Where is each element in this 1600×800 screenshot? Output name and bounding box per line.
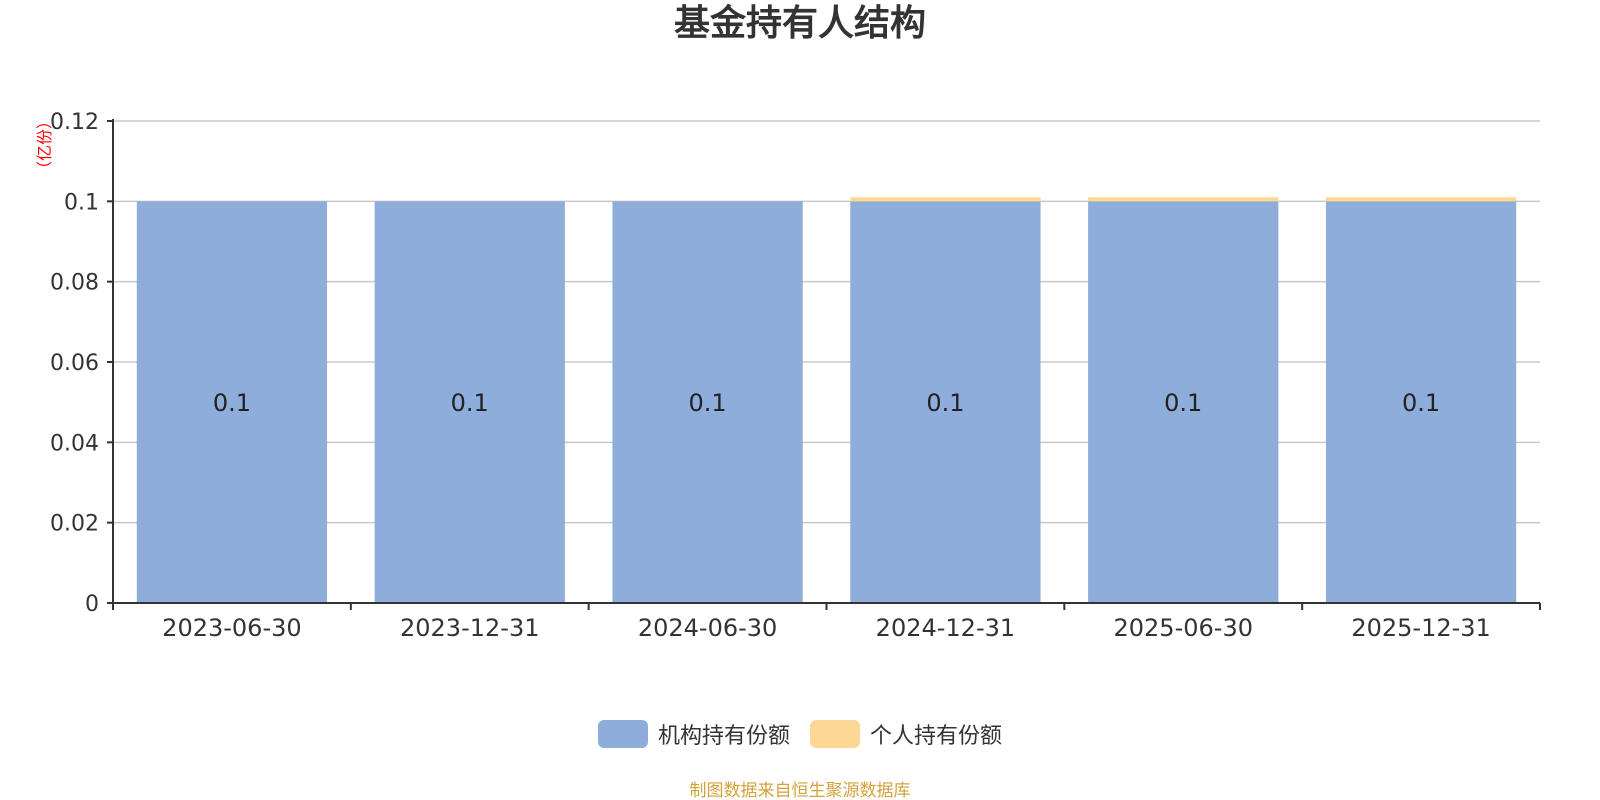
legend-item-individual[interactable]: 个人持有份额 (810, 718, 1002, 750)
data-label: 0.1 (1402, 389, 1440, 417)
bar-chart: 0.1 0.1 0.1 0.1 0.1 0.1 0 0.02 0.04 0.06 0.08 0.1 0.… (35, 110, 1541, 642)
legend-label-individual: 个人持有份额 (870, 724, 1003, 749)
y-tick-label: 0.02 (50, 512, 99, 537)
bar-institutional (374, 201, 565, 604)
x-tick-label: 2024-12-31 (876, 614, 1015, 642)
x-tick-label: 2025-06-30 (1114, 614, 1253, 642)
x-tick-label: 2025-12-31 (1351, 614, 1490, 642)
data-label: 0.1 (926, 389, 964, 417)
data-label: 0.1 (1164, 389, 1202, 417)
y-tick-label: 0 (85, 592, 99, 617)
legend-swatch-individual (810, 720, 860, 748)
source-note: 制图数据来自恒生聚源数据库 (689, 781, 911, 800)
bar-institutional (136, 201, 328, 604)
bar-individual (1325, 197, 1517, 202)
bar-institutional (612, 201, 803, 604)
chart-title: 基金持有人结构 (673, 3, 926, 44)
x-tick-label: 2023-12-31 (400, 614, 539, 642)
x-tick-label: 2024-06-30 (638, 614, 777, 642)
data-label: 0.1 (688, 389, 726, 417)
bar-individual (1088, 197, 1279, 202)
bar-institutional (1325, 201, 1517, 604)
y-tick-label: 0.1 (64, 190, 99, 215)
y-tick-label: 0.12 (50, 110, 99, 135)
y-tick-label: 0.06 (50, 351, 99, 376)
y-tick-label: 0.08 (50, 271, 99, 296)
legend-swatch-institutional (597, 720, 648, 748)
bar-institutional (1088, 201, 1279, 604)
x-tick-label: 2023-06-30 (162, 614, 301, 642)
y-tick-label: 0.04 (50, 431, 99, 456)
chart-legend: 机构持有份额 个人持有份额 (0, 718, 1600, 750)
data-label: 0.1 (213, 389, 251, 417)
legend-label-institutional: 机构持有份额 (657, 724, 790, 749)
bar-institutional (850, 201, 1041, 604)
legend-item-institutional[interactable]: 机构持有份额 (597, 718, 790, 750)
data-label: 0.1 (451, 389, 489, 417)
bar-individual (850, 197, 1041, 202)
y-axis-label: （亿份） (35, 113, 54, 177)
